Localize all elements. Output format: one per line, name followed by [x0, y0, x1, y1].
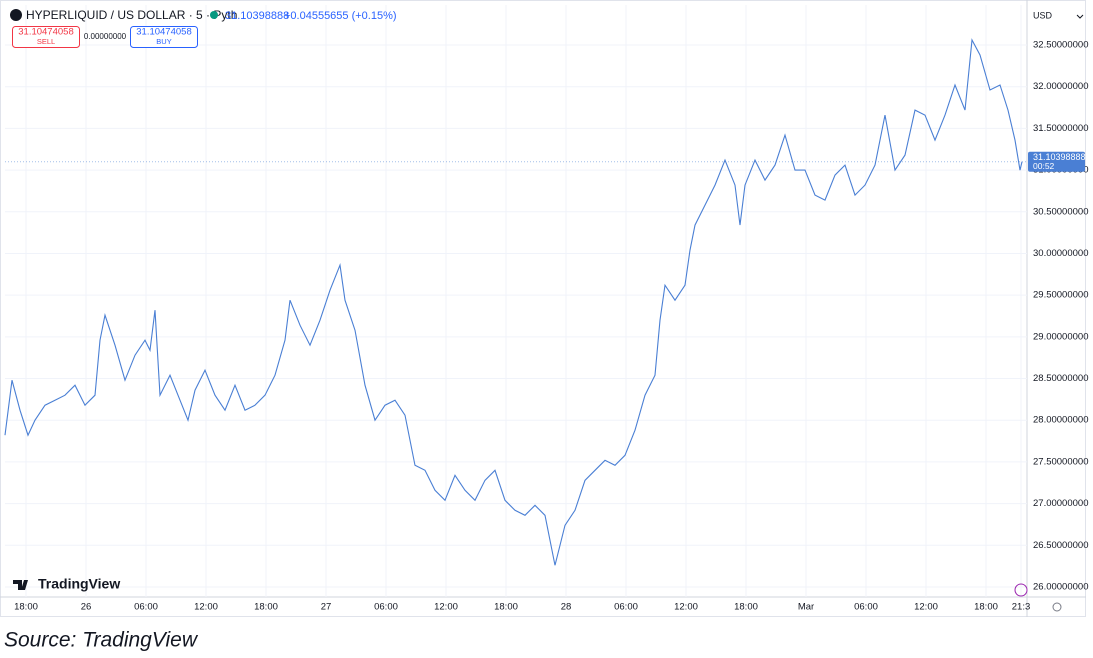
y-tick-label: 26.50000000 — [1033, 540, 1088, 551]
currency[interactable]: USD — [1033, 10, 1053, 20]
x-tick-label: 27 — [321, 602, 332, 613]
y-tick-label: 28.50000000 — [1033, 373, 1088, 384]
x-tick-label: Mar — [798, 602, 814, 613]
y-tick-label: 30.50000000 — [1033, 206, 1088, 217]
chart-frame — [0, 0, 1086, 617]
symbol-icon — [10, 9, 22, 21]
settings-icon[interactable] — [1052, 602, 1062, 612]
sell-button[interactable] — [12, 26, 80, 48]
price-tag-value: 31.10398888 — [1033, 152, 1086, 162]
x-tick-label: 18:00 — [494, 602, 518, 613]
y-tick-label: 27.50000000 — [1033, 456, 1088, 467]
y-tick-label: 32.00000000 — [1033, 81, 1088, 92]
event-icon[interactable] — [1014, 583, 1028, 597]
grid — [5, 5, 1027, 597]
y-tick-label: 31.50000000 — [1033, 123, 1088, 134]
y-tick-label: 29.00000000 — [1033, 331, 1088, 342]
y-tick-label: 32.50000000 — [1033, 40, 1088, 51]
buy-button[interactable] — [130, 26, 198, 48]
x-tick-label: 28 — [561, 602, 572, 613]
source: Source: TradingView — [4, 629, 199, 652]
x-tick-label: 06:00 — [854, 602, 878, 613]
currency-caret[interactable] — [1076, 14, 1084, 19]
y-tick-label: 27.00000000 — [1033, 498, 1088, 509]
x-tick-label: 12:00 — [674, 602, 698, 613]
price-line — [4, 38, 1023, 566]
sell-price[interactable]: 31.10474058 — [18, 27, 73, 38]
spread: 0.00000000 — [84, 32, 127, 41]
logo-icon — [13, 580, 28, 590]
x-tick-label: 18:00 — [974, 602, 998, 613]
y-tick-label: 28.00000000 — [1033, 415, 1088, 426]
x-tick-label: 26 — [81, 602, 92, 613]
countdown: 00:52 — [1033, 161, 1055, 171]
x-tick-label: 06:00 — [614, 602, 638, 613]
logo: TradingView — [38, 576, 120, 592]
buy-price[interactable]: 31.10474058 — [136, 27, 191, 38]
x-tick-label: 12:00 — [194, 602, 218, 613]
y-tick-label: 30.00000000 — [1033, 248, 1088, 259]
x-tick-label: 06:00 — [374, 602, 398, 613]
x-tick-label: 06:00 — [134, 602, 158, 613]
x-tick-label: 18:00 — [14, 602, 38, 613]
status-dot — [210, 11, 218, 19]
y-tick-label: 26.00000000 — [1033, 582, 1088, 593]
plot — [4, 38, 1027, 566]
buy-label[interactable]: BUY — [156, 37, 171, 46]
x-tick-label: 12:00 — [914, 602, 938, 613]
x-tick-label: 21:3 — [1012, 602, 1031, 613]
x-tick-label: 18:00 — [734, 602, 758, 613]
chart-title: HYPERLIQUID / US DOLLAR · 5 · Pyth — [26, 8, 237, 22]
price-tag — [1028, 151, 1085, 172]
x-tick-label: 18:00 — [254, 602, 278, 613]
y-tick-label: 29.50000000 — [1033, 290, 1088, 301]
change: +0.04555655 (+0.15%) — [284, 10, 397, 22]
last-value: 31.10398888 — [225, 10, 289, 22]
sell-label[interactable]: SELL — [37, 37, 55, 46]
x-tick-label: 12:00 — [434, 602, 458, 613]
